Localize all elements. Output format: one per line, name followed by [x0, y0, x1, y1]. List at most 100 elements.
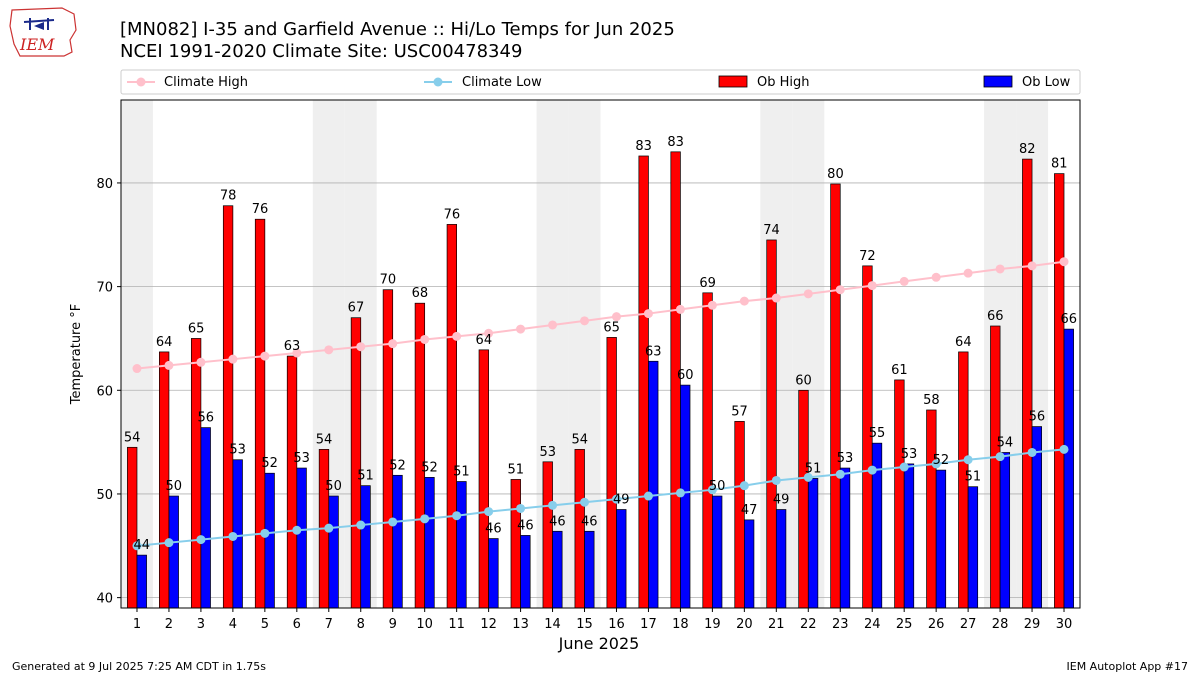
x-tick-label-2: 2 [165, 617, 173, 632]
ob-high-label-22: 60 [795, 373, 812, 388]
climate-low-point-26 [931, 459, 941, 469]
ob-high-bar-23 [830, 183, 841, 609]
ob-high-bar-8 [350, 317, 362, 609]
ob-high-label-24: 72 [859, 249, 876, 264]
ob-low-label-10: 52 [421, 460, 438, 475]
bars [127, 151, 1074, 609]
ob-high-label-18: 83 [667, 135, 684, 150]
ob-low-bar-11 [456, 481, 467, 609]
ob-high-label-21: 74 [763, 223, 780, 238]
ob-low-label-14: 46 [549, 514, 566, 529]
climate-high-point-17 [643, 309, 653, 319]
y-tick-label-40: 40 [96, 592, 113, 607]
x-tick-label-21: 21 [768, 617, 785, 632]
ob-high-bar-9 [382, 289, 394, 609]
ob-high-label-19: 69 [699, 276, 716, 291]
bar-value-labels: 54 44 64 50 65 56 78 53 76 52 63 53 54 50 67 51 70 52 68 52… [124, 135, 1077, 553]
legend-label-ob-low: Ob Low [1022, 75, 1071, 90]
climate-low-point-24 [867, 465, 877, 475]
ob-low-label-28: 54 [997, 435, 1014, 450]
climate-low-point-22 [803, 472, 813, 482]
ob-high-bar-11 [446, 224, 457, 609]
climate-low-point-16 [611, 494, 621, 504]
x-tick-label-11: 11 [448, 617, 465, 632]
climate-lines [132, 257, 1069, 551]
ob-low-bar-20 [743, 519, 755, 609]
ob-low-label-26: 52 [933, 453, 950, 468]
climate-low-point-2 [164, 538, 174, 548]
ob-high-bar-22 [798, 389, 809, 609]
ob-low-label-29: 56 [1029, 410, 1046, 425]
ob-high-label-27: 64 [955, 335, 972, 350]
climate-high-point-18 [675, 304, 685, 314]
ob-high-label-26: 58 [923, 393, 940, 408]
climate-low-point-3 [196, 535, 206, 545]
legend: Climate High Climate Low Ob High Ob Low [120, 69, 1081, 95]
climate-high-point-6 [292, 348, 302, 358]
legend-climate-low-marker [433, 77, 443, 87]
climate-high-point-26 [931, 272, 941, 282]
ob-low-label-4: 53 [229, 443, 246, 458]
ob-high-label-12: 64 [476, 333, 493, 348]
ob-low-label-16: 49 [613, 493, 630, 508]
x-tick-label-14: 14 [544, 617, 561, 632]
ob-low-label-15: 46 [581, 514, 598, 529]
climate-high-point-1 [132, 364, 142, 374]
climate-low-point-12 [484, 507, 494, 517]
ob-low-bar-6 [296, 467, 307, 609]
ob-high-label-11: 76 [444, 207, 461, 222]
ob-high-label-14: 53 [539, 445, 556, 460]
ob-high-bar-26 [926, 409, 937, 609]
climate-high-point-30 [1059, 257, 1069, 267]
ob-low-bar-10 [424, 477, 435, 609]
ob-low-bar-26 [935, 469, 947, 609]
x-tick-label-16: 16 [608, 617, 625, 632]
legend-label-climate-high: Climate High [164, 75, 248, 90]
ob-low-bar-21 [775, 509, 787, 609]
ob-high-label-9: 70 [380, 273, 397, 288]
climate-low-point-8 [356, 520, 366, 530]
x-tick-label-1: 1 [133, 617, 141, 632]
x-tick-label-5: 5 [261, 617, 269, 632]
ob-high-label-16: 65 [603, 320, 620, 335]
ob-low-label-3: 56 [197, 411, 214, 426]
ob-high-label-6: 63 [284, 339, 301, 354]
ob-high-label-15: 54 [571, 432, 588, 447]
ob-low-label-19: 50 [709, 479, 726, 494]
climate-high-point-3 [196, 357, 206, 367]
ob-high-bar-17 [638, 155, 649, 609]
climate-low-point-30 [1059, 444, 1069, 454]
climate-high-point-19 [707, 300, 717, 310]
y-tick-label-60: 60 [96, 384, 113, 399]
x-tick-label-18: 18 [672, 617, 689, 632]
y-tick-label-50: 50 [96, 488, 113, 503]
x-tick-label-19: 19 [704, 617, 721, 632]
x-tick-label-24: 24 [864, 617, 881, 632]
climate-high-point-2 [164, 360, 174, 370]
ob-low-bar-22 [807, 478, 819, 609]
ob-low-label-18: 60 [677, 368, 694, 383]
climate-high-point-21 [771, 293, 781, 303]
ob-low-bar-12 [488, 538, 499, 609]
ob-high-label-10: 68 [412, 286, 429, 301]
ob-low-bar-5 [264, 472, 275, 609]
ob-low-label-2: 50 [165, 479, 182, 494]
climate-high-point-15 [580, 316, 590, 326]
footer-generated: Generated at 9 Jul 2025 7:25 AM CDT in 1… [12, 660, 266, 673]
legend-label-climate-low: Climate Low [462, 75, 542, 90]
ob-low-label-9: 52 [389, 458, 406, 473]
climate-low-point-23 [835, 469, 845, 479]
iem-logo: IEM [9, 7, 77, 57]
ob-high-label-23: 80 [827, 167, 844, 182]
climate-high-point-9 [388, 339, 398, 349]
ob-high-bar-28 [990, 325, 1001, 609]
x-tick-label-28: 28 [992, 617, 1009, 632]
chart-subtitle: NCEI 1991-2020 Climate Site: USC00478349 [120, 41, 522, 62]
ob-high-label-30: 81 [1051, 157, 1068, 172]
y-gridlines [121, 182, 1080, 599]
ob-high-bar-29 [1022, 158, 1033, 609]
ob-low-label-20: 47 [741, 503, 758, 518]
ob-low-bar-23 [839, 467, 851, 609]
climate-high-point-5 [260, 351, 270, 361]
ob-high-bar-13 [510, 479, 521, 609]
